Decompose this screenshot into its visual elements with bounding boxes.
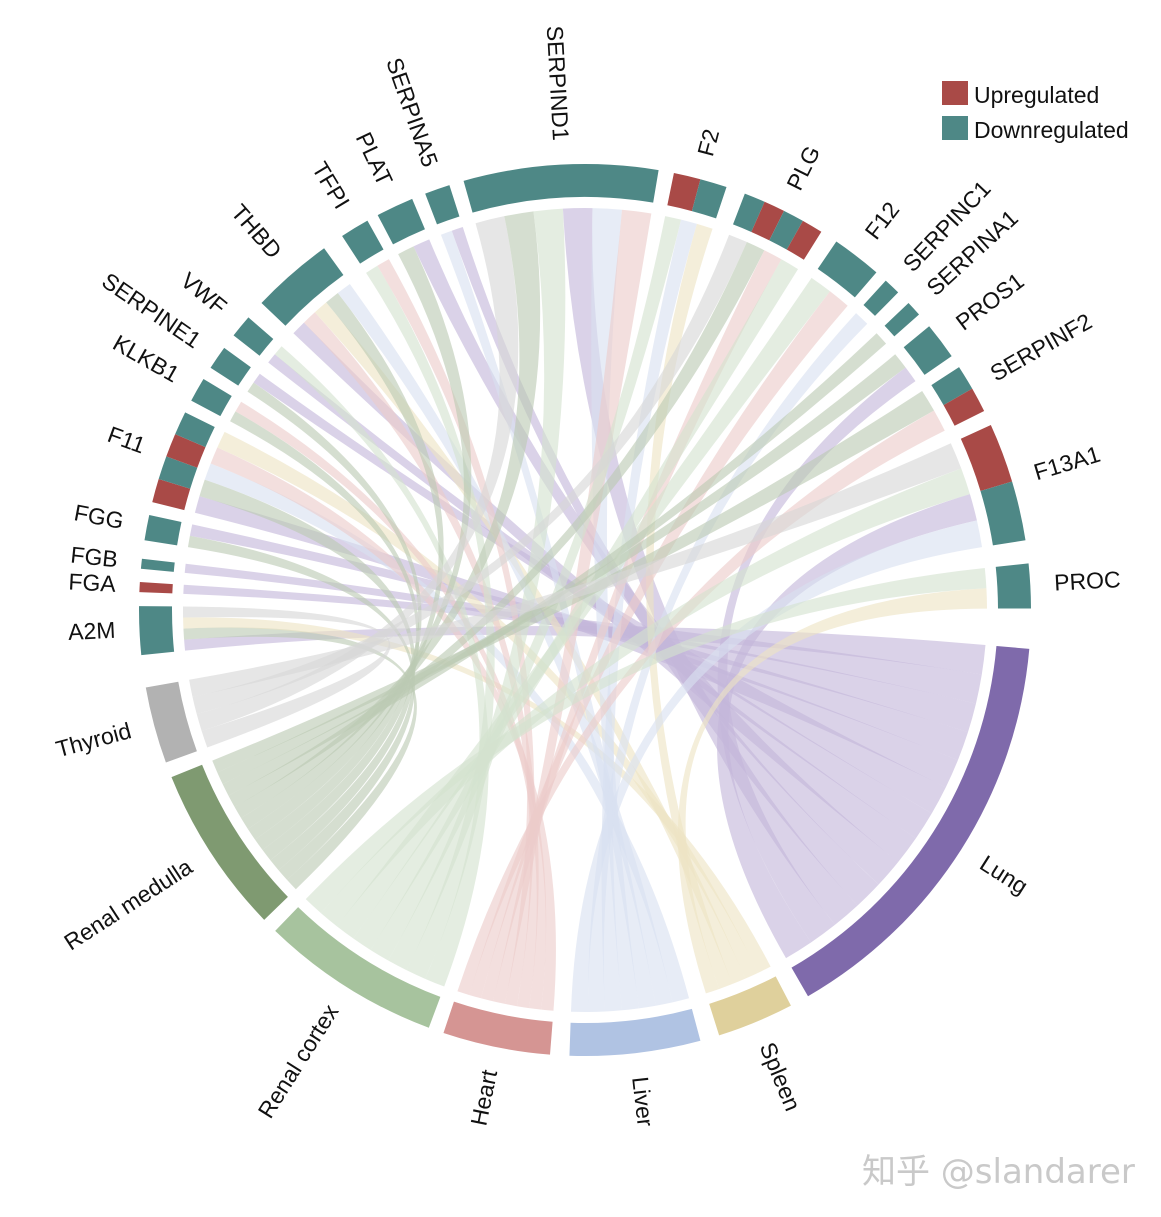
gene-label-f11: F11 [104,421,149,458]
gene-label-serpina5: SERPINA5 [381,54,443,170]
gene-label-f12: F12 [860,197,905,244]
legend: Upregulated Downregulated [942,81,1129,143]
gene-label-f2: F2 [692,126,724,159]
gene-label-fgb: FGB [69,542,119,573]
ribbon-serpine1-lung [253,373,946,814]
gene-label-f13a1: F13A1 [1031,441,1103,485]
gene-arc-fgb [140,558,175,572]
ribbon-f2-liver [601,219,697,1012]
tissue-label-renal-cortex: Renal cortex [253,999,344,1122]
tissue-arc-spleen [709,976,791,1036]
legend-swatch-down [942,116,968,140]
tissue-arc-lung [791,645,1030,997]
legend-label-up: Upregulated [974,82,1099,108]
gene-arc-f11-seg1 [158,456,198,489]
gene-label-proc: PROC [1054,566,1122,596]
ribbon-f13a1-renal-cortex [320,468,970,927]
ribbon-serpina5-liver [440,230,656,1009]
ribbon-f2-renal-cortex [370,216,682,961]
tissue-label-liver: Liver [627,1075,659,1128]
ribbon-serpinf2-renal-medulla [212,391,935,773]
gene-label-thbd: THBD [226,199,287,263]
tissue-arc-renal-cortex [275,907,441,1028]
legend-label-down: Downregulated [974,117,1129,143]
gene-arc-a2m [138,606,175,656]
tissue-arc-liver [569,1008,701,1056]
gene-arc-serpinf2-seg0 [931,367,973,406]
gene-arc-fgg [144,514,182,546]
ribbon-f11-lung [194,496,958,788]
gene-label-serpinf2: SERPINF2 [986,308,1097,386]
gene-label-tfpi: TFPI [307,157,355,213]
gene-arc-f13a1-seg1 [980,481,1026,546]
ribbon-thbd-lung [293,322,916,863]
gene-arc-pros1 [903,326,952,375]
ribbon-klkb1-renal-medulla [230,411,420,861]
ribbon-serpine1-renal-medulla [247,382,422,851]
gene-arc-klkb1 [191,378,232,417]
gene-arc-serpinf2-seg1 [943,388,985,426]
ribbon-fgg-lung [189,524,968,761]
gene-arc-f2-seg0 [667,172,701,212]
tissue-label-heart: Heart [465,1067,502,1128]
tissue-arc-heart [443,1001,553,1055]
ribbon-plg-heart [480,250,782,1002]
gene-arc-serpind1 [463,163,659,213]
gene-label-a2m: A2M [68,617,116,645]
ribbon-serpind1-heart [492,209,652,1004]
legend-swatch-up [942,81,968,105]
gene-arc-plg-seg2 [769,210,803,250]
gene-label-fga: FGA [68,568,117,596]
gene-label-plg: PLG [781,142,825,195]
tissue-arc-thyroid [145,681,197,763]
ribbon-vwf-lung [268,354,932,839]
gene-label-fgg: FGG [72,499,126,534]
gene-arc-plat [377,198,425,245]
gene-arc-f11-seg3 [175,412,215,448]
tissue-label-renal-medulla: Renal medulla [59,853,197,955]
gene-arc-serpine1 [210,347,251,386]
ribbon-f11-heart [210,447,556,1011]
ribbon-fga-lung [183,584,982,704]
gene-arc-fga [139,581,173,594]
gene-arc-f11-seg2 [166,434,206,468]
gene-arc-f11-seg0 [152,479,191,511]
ribbon-layer [182,208,987,1012]
tissue-label-spleen: Spleen [755,1039,806,1115]
gene-label-serpind1: SERPIND1 [542,25,574,141]
watermark-text: 知乎 @slandarer [862,1152,1135,1192]
gene-arc-f13a1-seg0 [960,425,1013,491]
ribbon-thbd-renal-medulla [247,292,444,840]
gene-arc-f12 [817,241,877,298]
gene-arc-f2-seg1 [691,179,727,219]
arc-layer [138,163,1031,1056]
ribbon-a2m-thyroid [182,606,391,748]
ribbon-fgg-renal-medulla [187,535,416,880]
ribbon-f13a1-thyroid [189,443,962,698]
ribbon-serpind1-renal-cortex [388,208,566,971]
ribbon-f2-spleen [646,223,733,989]
gene-arc-vwf [233,317,274,356]
gene-label-vwf: VWF [176,267,232,320]
tissue-label-thyroid: Thyroid [53,717,134,762]
gene-arc-plg-seg1 [751,201,785,241]
ribbon-fgb-lung [184,563,976,733]
gene-label-plat: PLAT [351,128,398,190]
gene-arc-serpina5 [425,185,460,225]
gene-arc-serpinc1 [863,280,899,316]
tissue-label-lung: Lung [975,850,1032,899]
gene-arc-plg-seg3 [786,220,822,260]
gene-arc-tfpi [342,220,384,264]
tissue-arc-renal-medulla [171,764,288,920]
gene-arc-serpina1 [884,302,920,337]
gene-arc-proc [995,563,1031,609]
gene-arc-thbd [261,248,344,326]
gene-arc-plg-seg0 [733,193,765,232]
